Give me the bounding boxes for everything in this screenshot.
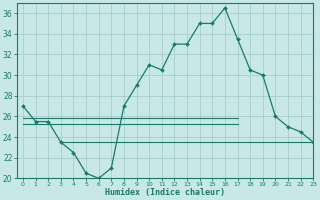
X-axis label: Humidex (Indice chaleur): Humidex (Indice chaleur) xyxy=(105,188,225,197)
